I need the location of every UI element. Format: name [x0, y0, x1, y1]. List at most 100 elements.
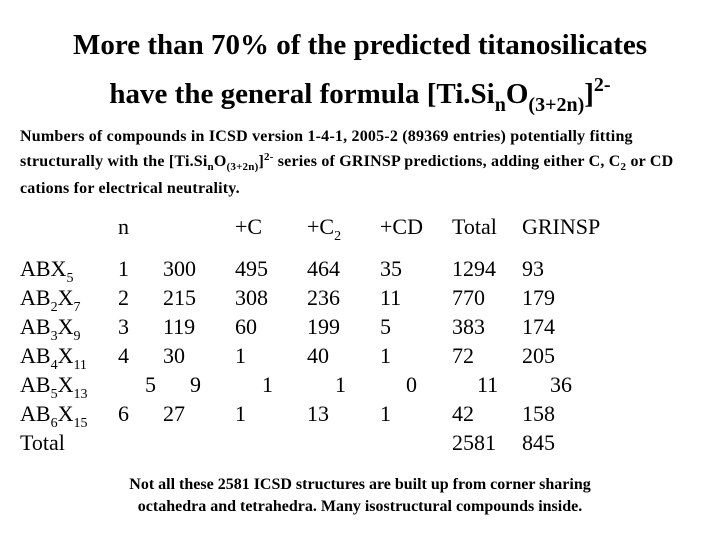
- intro-part1: Numbers of compounds in ICSD version 1-4…: [20, 128, 633, 170]
- total-grinsp: 845: [522, 430, 555, 455]
- title-close: ]: [584, 78, 594, 110]
- row-label-b: X: [57, 285, 74, 310]
- header-grinsp: GRINSP: [522, 214, 601, 239]
- header-total: Total: [452, 214, 497, 239]
- row-n: 4: [118, 343, 129, 368]
- title-sup: 2-: [593, 74, 611, 96]
- row-c: 1: [262, 372, 273, 397]
- title-text: have the general formula [Ti.Si: [109, 78, 495, 110]
- row-total: 383: [452, 314, 485, 339]
- header-c2-base: +C: [307, 214, 335, 239]
- row-n: 1: [118, 256, 129, 281]
- row-c: 495: [235, 256, 268, 281]
- row-label: AB3X9: [20, 314, 80, 350]
- row-c2: 40: [307, 343, 329, 368]
- total-label: Total: [20, 430, 65, 455]
- row-label-sub-b: 9: [73, 329, 81, 344]
- row-label-b: X: [57, 314, 74, 339]
- row-c2: 464: [307, 256, 340, 281]
- row-cd: 5: [380, 314, 391, 339]
- row-label: AB6X15: [20, 401, 87, 437]
- row-label-a: AB: [20, 343, 51, 368]
- row-grinsp: 205: [522, 343, 555, 368]
- row-grinsp: 174: [522, 314, 555, 339]
- row-label-sub-b: 11: [73, 358, 87, 373]
- intro-part2: series of GRINSP predictions, adding eit…: [273, 153, 621, 170]
- row-c2: 13: [307, 401, 329, 426]
- row-count: 119: [163, 314, 196, 339]
- row-label-sub-b: 13: [73, 387, 88, 402]
- intro-close: ]: [258, 153, 264, 170]
- row-label-sub-b: 15: [73, 416, 88, 431]
- row-count: 27: [163, 401, 185, 426]
- row-label: ABX5: [20, 256, 73, 292]
- row-label-sub-b: 7: [73, 300, 81, 315]
- row-total: 1294: [452, 256, 496, 281]
- header-n: n: [118, 214, 129, 239]
- intro-o: O: [213, 153, 227, 170]
- row-total: 770: [452, 285, 485, 310]
- row-total: 11: [477, 372, 499, 397]
- title-sub-n: n: [494, 94, 506, 116]
- row-label-a: AB: [20, 285, 51, 310]
- row-total: 72: [452, 343, 474, 368]
- intro-sub-exp: (3+2n): [226, 161, 259, 173]
- row-label-a: AB: [20, 372, 51, 397]
- row-label-sub-a: 2: [50, 300, 58, 315]
- row-cd: 1: [380, 343, 391, 368]
- slide-title-line1: More than 70% of the predicted titanosil…: [72, 29, 648, 61]
- header-c2: +C2: [307, 214, 341, 250]
- intro-sub2: 2: [620, 161, 627, 173]
- row-c: 1: [235, 401, 246, 426]
- intro-part3: or CD cations for electrical neutrality.: [20, 153, 674, 197]
- row-label-a: AB: [20, 401, 51, 426]
- row-n: 3: [118, 314, 129, 339]
- row-c: 308: [235, 285, 268, 310]
- row-c2: 236: [307, 285, 340, 310]
- row-label-a: AB: [20, 314, 51, 339]
- row-label: AB5X13: [20, 372, 87, 408]
- row-cd: 1: [380, 401, 391, 426]
- row-grinsp: 179: [522, 285, 555, 310]
- row-label-sub-a: 5: [50, 387, 58, 402]
- header-c: +C: [235, 214, 263, 239]
- title-o: O: [505, 78, 529, 110]
- row-label: AB2X7: [20, 285, 80, 321]
- row-cd: 11: [380, 285, 402, 310]
- row-grinsp: 93: [522, 256, 544, 281]
- row-label-a: ABX: [20, 256, 67, 281]
- row-n: 2: [118, 285, 129, 310]
- intro-paragraph: Numbers of compounds in ICSD version 1-4…: [20, 126, 710, 199]
- row-count: 300: [163, 256, 196, 281]
- row-label-sub-a: 6: [50, 416, 58, 431]
- row-count: 30: [163, 343, 185, 368]
- row-label-sub-a: 3: [50, 329, 58, 344]
- slide-title-line2: have the general formula [Ti.SinO(3+2n)]…: [0, 68, 720, 122]
- row-cd: 0: [406, 372, 417, 397]
- row-label: AB4X11: [20, 343, 87, 379]
- row-label-b: X: [57, 343, 74, 368]
- row-count: 9: [190, 372, 201, 397]
- row-total: 42: [452, 401, 474, 426]
- row-n: 6: [118, 401, 129, 426]
- intro-sup: 2-: [263, 151, 274, 163]
- row-c: 60: [235, 314, 257, 339]
- intro-sub-n: n: [207, 161, 214, 173]
- row-c2: 1: [335, 372, 346, 397]
- header-c2-sub: 2: [334, 229, 342, 244]
- row-label-sub-a: 4: [50, 358, 58, 373]
- row-label-sub-a: 5: [66, 271, 74, 286]
- header-cd: +CD: [380, 214, 423, 239]
- footer-line2: octahedra and tetrahedra. Many isostruct…: [137, 498, 583, 515]
- row-label-b: X: [57, 372, 74, 397]
- row-grinsp: 36: [550, 372, 572, 397]
- footer-line1: Not all these 2581 ICSD structures are b…: [129, 476, 591, 493]
- title-sub-exp: (3+2n): [528, 94, 585, 116]
- total-sum: 2581: [452, 430, 496, 455]
- row-c: 1: [235, 343, 246, 368]
- row-c2: 199: [307, 314, 340, 339]
- row-n: 5: [145, 372, 156, 397]
- row-label-b: X: [57, 401, 74, 426]
- row-count: 215: [163, 285, 196, 310]
- row-grinsp: 158: [522, 401, 555, 426]
